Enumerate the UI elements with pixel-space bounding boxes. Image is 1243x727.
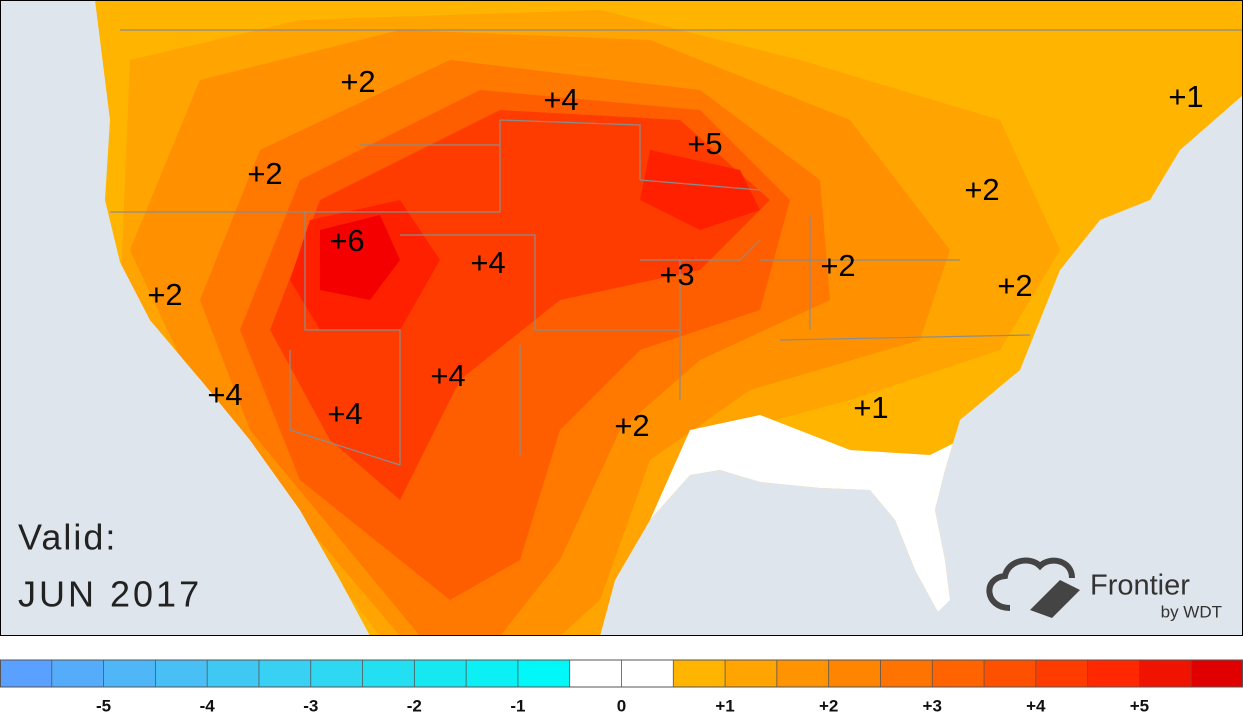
colorbar-tick-label: -4: [200, 696, 216, 715]
colorbar-segment: [725, 660, 778, 687]
anomaly-label: +4: [430, 358, 465, 393]
colorbar-segment: [51, 660, 105, 687]
colorbar-tick-label: +4: [1026, 696, 1046, 715]
colorbar-segment: [103, 660, 156, 687]
anomaly-label: +2: [147, 277, 182, 312]
anomaly-label: +4: [207, 377, 242, 412]
logo-name: Frontier: [1090, 570, 1190, 602]
logo-panel: [1030, 580, 1080, 618]
logo: Frontier by WDT: [986, 557, 1222, 621]
colorbar: -5 -4 -3 -2 -1 0 +1 +2 +3 +4 +5: [0, 659, 1243, 715]
valid-date: JUN 2017: [18, 574, 202, 615]
colorbar-segment: [1035, 660, 1089, 687]
anomaly-label: +1: [853, 390, 888, 425]
anomaly-label: +4: [470, 245, 505, 280]
anomaly-label: +5: [687, 126, 722, 161]
colorbar-tick-label: +1: [715, 696, 734, 715]
anomaly-label: +2: [340, 64, 375, 99]
colorbar-segment: [1087, 660, 1140, 687]
anomaly-label: +2: [614, 408, 649, 443]
anomaly-label: +6: [329, 223, 364, 258]
anomaly-label: +4: [327, 396, 362, 431]
colorbar-segment: [1139, 660, 1192, 687]
state-borders: [110, 29, 1243, 466]
valid-label: Valid:: [18, 517, 117, 558]
colorbar-segment: [569, 660, 622, 687]
colorbar-segment: [362, 660, 415, 687]
colorbar-segment: [621, 660, 674, 687]
colorbar-segment: [414, 660, 467, 687]
colorbar-tick-label: -2: [407, 696, 422, 715]
anomaly-label: +1: [1168, 79, 1203, 114]
anomaly-label: +4: [543, 82, 578, 117]
colorbar-tick-label: -5: [96, 696, 111, 715]
colorbar-segment: [880, 660, 933, 687]
colorbar-segment: [0, 660, 53, 687]
colorbar-segment: [1191, 660, 1243, 687]
logo-byline: by WDT: [1161, 602, 1222, 621]
colorbar-tick-label: -3: [303, 696, 318, 715]
contour: [640, 150, 760, 230]
colorbar-segment: [310, 660, 364, 687]
colorbar-tick-label: +3: [923, 696, 942, 715]
colorbar-tick-label: 0: [617, 696, 626, 715]
contour: [320, 215, 400, 300]
colorbar-tick-label: +2: [819, 696, 838, 715]
colorbar-segment: [828, 660, 881, 687]
colorbar-segment: [776, 660, 830, 687]
colorbar-tick-label: +5: [1130, 696, 1149, 715]
colorbar-segment: [466, 660, 519, 687]
anomaly-label: +2: [247, 156, 282, 191]
logo-cloud: [986, 557, 1075, 611]
anomaly-label: +2: [964, 172, 999, 207]
anomaly-label: +2: [820, 248, 855, 283]
colorbar-segment: [984, 660, 1037, 687]
anomaly-label: +2: [997, 268, 1032, 303]
colorbar-segment: [673, 660, 726, 687]
anomaly-label: +3: [659, 257, 694, 292]
colorbar-segment: [932, 660, 985, 687]
colorbar-segment: [517, 660, 571, 687]
colorbar-segment: [207, 660, 260, 687]
colorbar-segment: [155, 660, 208, 687]
colorbar-tick-label: -1: [510, 696, 525, 715]
colorbar-segment: [258, 660, 312, 687]
